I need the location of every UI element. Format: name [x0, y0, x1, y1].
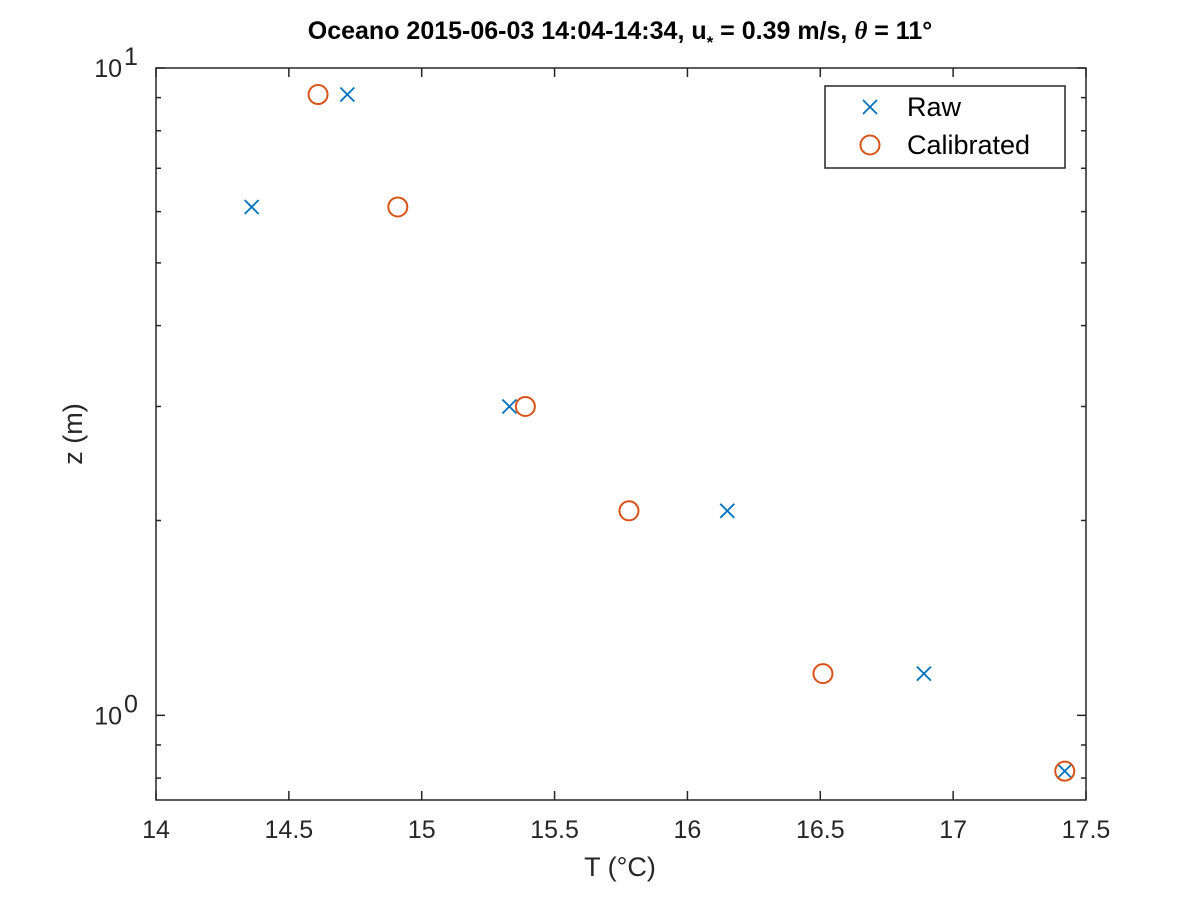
marker-raw: [501, 398, 518, 415]
legend-symbol-calibrated: [859, 134, 881, 156]
x-tick-label: 15.5: [530, 816, 579, 844]
marker-calibrated: [307, 84, 329, 106]
legend-box: [824, 85, 1066, 169]
legend-label-raw: Raw: [907, 92, 962, 122]
y-axis-label: z (m): [58, 403, 88, 464]
data-markers: [244, 84, 1076, 782]
y-tick-label: 10: [94, 702, 122, 730]
marker-calibrated: [812, 663, 834, 685]
x-tick-label: 16.5: [796, 816, 845, 844]
y-tick-label: 10: [94, 55, 122, 83]
legend: Raw Calibrated: [824, 85, 1066, 169]
x-tick-label: 16: [674, 816, 702, 844]
plot-area: [155, 67, 1087, 801]
marker-calibrated: [514, 395, 536, 417]
marker-calibrated: [387, 196, 409, 218]
x-tick-label: 14.5: [265, 816, 314, 844]
x-tick-label: 17.5: [1062, 816, 1111, 844]
x-axis-label: T (°C): [584, 852, 656, 882]
marker-calibrated: [618, 500, 640, 522]
legend-label-calibrated: Calibrated: [907, 130, 1030, 160]
marker-raw: [1057, 763, 1073, 779]
marker-raw: [244, 199, 260, 215]
marker-raw: [916, 665, 932, 682]
legend-symbol-raw: [862, 99, 878, 115]
y-tick-label-exponent: 1: [124, 43, 138, 71]
x-tick-label: 15: [408, 816, 436, 844]
x-axis: 14 14.5 15 15.5 16 16.5 17 17.5: [142, 68, 1110, 844]
x-tick-label: 14: [142, 816, 170, 844]
legend-marker-raw: [862, 99, 878, 115]
x-tick-label: 17: [939, 816, 967, 844]
legend-marker-calibrated: [859, 134, 881, 156]
marker-calibrated: [1054, 760, 1076, 782]
marker-raw: [719, 503, 735, 519]
chart-title: Oceano 2015-06-03 14:04-14:34, u* = 0.39…: [308, 17, 932, 52]
marker-raw: [339, 86, 355, 103]
y-tick-label-exponent: 0: [124, 690, 138, 718]
